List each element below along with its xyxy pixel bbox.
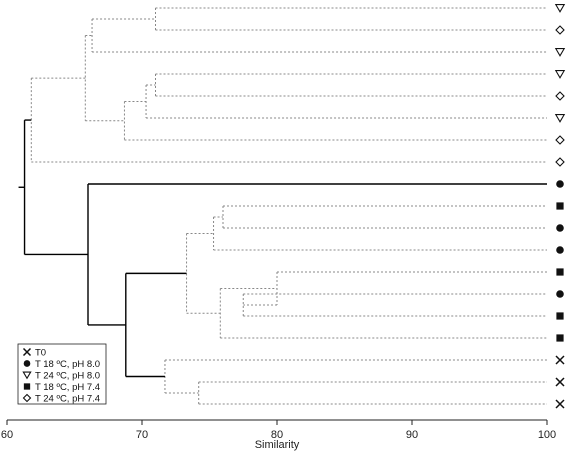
legend-label: T 24 ºC, pH 8.0 xyxy=(35,371,100,382)
leaf-marker-circle xyxy=(556,180,564,188)
leaf-marker-square xyxy=(556,202,564,210)
leaf-marker-triangle-down xyxy=(554,70,566,79)
dendrogram-branches xyxy=(18,7,547,405)
leaf-marker-diamond xyxy=(555,91,565,101)
leaf-marker-cross xyxy=(555,399,565,409)
leaf-marker-square xyxy=(556,334,564,342)
x-axis-ticks: 60 70 80 90 100 xyxy=(1,420,556,441)
legend-symbol-square xyxy=(23,383,31,390)
legend-symbol-cross xyxy=(22,347,32,357)
leaf-marker-square xyxy=(556,268,564,276)
leaf-marker-diamond xyxy=(555,157,565,167)
leaf-marker-cross xyxy=(555,355,565,365)
legend-items: T0T 18 ºC, pH 8.0T 24 ºC, pH 8.0T 18 ºC,… xyxy=(22,347,100,405)
legend-symbol-circle xyxy=(23,360,31,367)
leaf-marker-triangle-down xyxy=(554,4,566,13)
leaf-marker-diamond xyxy=(555,135,565,145)
x-tick-label: 100 xyxy=(538,429,556,441)
x-axis-title: Similarity xyxy=(255,439,300,451)
legend-label: T 18 ºC, pH 8.0 xyxy=(35,359,100,370)
x-tick-label: 90 xyxy=(406,429,418,441)
legend-label: T0 xyxy=(35,348,46,359)
leaf-marker-square xyxy=(556,312,564,320)
leaf-marker-cross xyxy=(555,377,565,387)
leaf-marker-triangle-down xyxy=(554,48,566,57)
leaf-marker-circle xyxy=(556,246,564,254)
x-tick-label: 80 xyxy=(271,429,283,441)
x-tick-label: 60 xyxy=(1,429,13,441)
legend-label: T 18 ºC, pH 7.4 xyxy=(35,382,100,393)
leaf-marker-circle xyxy=(556,224,564,232)
legend-symbol-triangle-down xyxy=(22,371,32,380)
leaf-marker-triangle-down xyxy=(554,114,566,123)
leaf-marker-circle xyxy=(556,290,564,298)
leaf-markers xyxy=(554,4,566,409)
legend-box xyxy=(17,343,107,405)
x-tick-label: 70 xyxy=(136,429,148,441)
legend-symbol-diamond xyxy=(22,393,32,403)
legend-label: T 24 ºC, pH 7.4 xyxy=(35,394,100,405)
legend: T0T 18 ºC, pH 8.0T 24 ºC, pH 8.0T 18 ºC,… xyxy=(17,343,107,405)
x-axis: 60 70 80 90 100 Similarity xyxy=(1,419,556,451)
leaf-marker-diamond xyxy=(555,25,565,35)
